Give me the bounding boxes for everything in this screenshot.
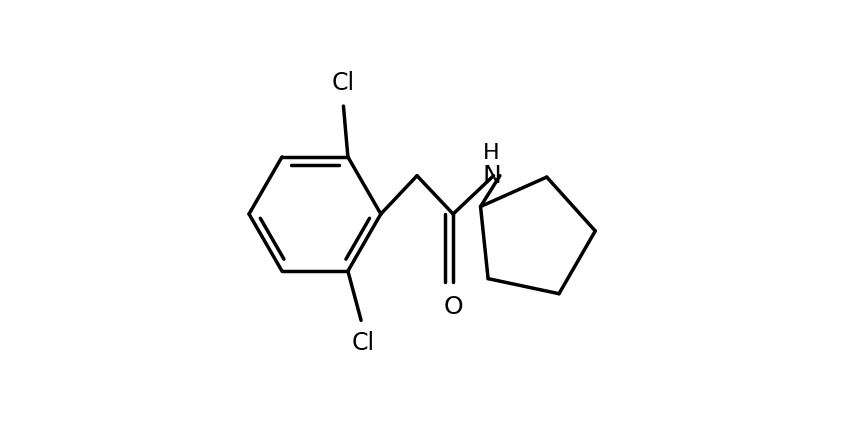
Text: N: N xyxy=(482,164,501,188)
Text: H: H xyxy=(483,143,500,163)
Text: Cl: Cl xyxy=(332,71,355,95)
Text: Cl: Cl xyxy=(352,331,375,355)
Text: O: O xyxy=(444,295,463,319)
